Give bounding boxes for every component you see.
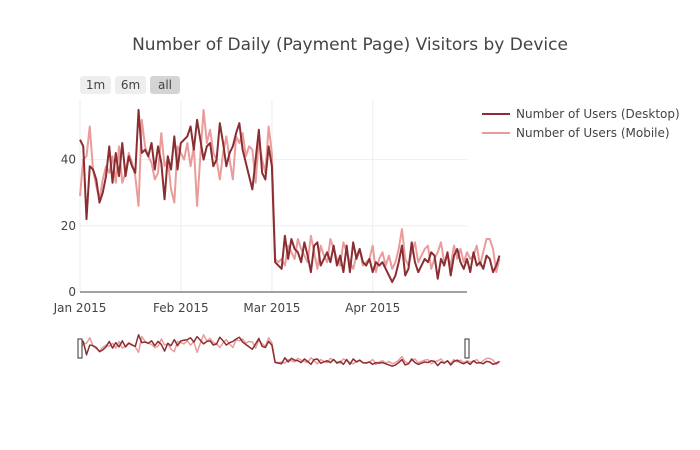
range-button-all[interactable]: all: [150, 76, 180, 94]
legend: Number of Users (Desktop) Number of Users…: [482, 107, 680, 140]
axes: 0 20 40 Jan 2015 Feb 2015 Mar 2015 Apr 2015: [53, 153, 467, 315]
series-line-desktop: [79, 108, 501, 284]
legend-item[interactable]: Number of Users (Desktop): [482, 107, 680, 121]
range-button-label: 6m: [121, 78, 140, 92]
range-slider[interactable]: [77, 334, 500, 367]
range-button-label: all: [158, 78, 172, 92]
plot-area: [79, 108, 501, 284]
range-button-6m[interactable]: 6m: [115, 76, 146, 94]
legend-item[interactable]: Number of Users (Mobile): [482, 126, 670, 140]
x-tick-label: Mar 2015: [243, 301, 300, 315]
slider-series-line: [79, 334, 500, 367]
slider-handle-left[interactable]: [77, 338, 83, 359]
range-button-1m[interactable]: 1m: [80, 76, 111, 94]
chart-title: Number of Daily (Payment Page) Visitors …: [132, 35, 568, 55]
y-tick-label: 20: [61, 219, 76, 233]
range-button-label: 1m: [86, 78, 105, 92]
range-selector: 1m 6m all: [80, 76, 180, 94]
y-tick-label: 0: [68, 285, 76, 299]
x-tick-label: Feb 2015: [153, 301, 209, 315]
x-tick-label: Jan 2015: [53, 301, 107, 315]
y-tick-label: 40: [61, 153, 76, 167]
legend-label: Number of Users (Mobile): [516, 126, 670, 140]
legend-label: Number of Users (Desktop): [516, 107, 680, 121]
slider-handle-right[interactable]: [464, 338, 470, 359]
x-tick-label: Apr 2015: [345, 301, 400, 315]
